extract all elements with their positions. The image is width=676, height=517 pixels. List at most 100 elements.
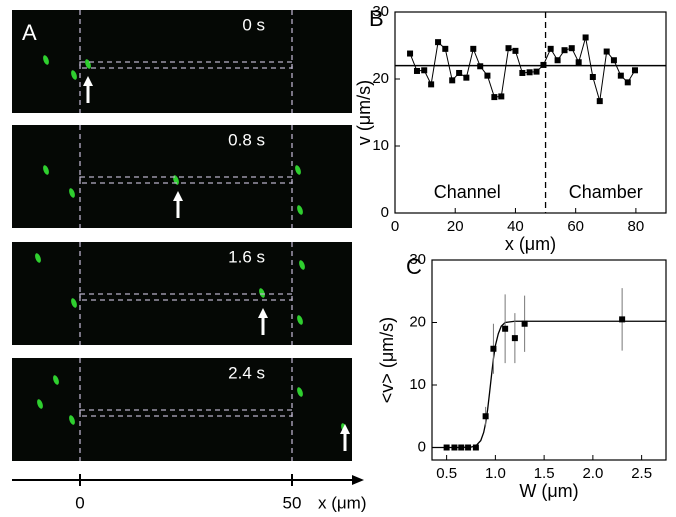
- arrow-head: [340, 424, 350, 434]
- data-point: [490, 345, 497, 352]
- time-label: 1.6 s: [228, 247, 265, 266]
- axis-arrow: [352, 475, 364, 485]
- data-point: [443, 444, 450, 451]
- data-point: [451, 444, 458, 451]
- y-tick-label: 20: [409, 313, 426, 330]
- bacterium: [35, 253, 41, 263]
- y-tick-label: 0: [418, 438, 426, 455]
- data-point: [421, 67, 428, 74]
- data-point: [519, 69, 526, 76]
- bacterium: [69, 188, 75, 198]
- y-tick-label: 0: [381, 204, 389, 221]
- x-tick-label: 2.0: [582, 465, 603, 482]
- y-tick-label: 10: [409, 376, 426, 393]
- x-tick-label: 0: [75, 493, 84, 512]
- data-point: [603, 48, 610, 55]
- data-point: [463, 74, 470, 81]
- plot-frame: [431, 259, 667, 461]
- data-point: [617, 72, 624, 79]
- time-label: 0 s: [242, 15, 265, 34]
- data-point: [511, 335, 518, 342]
- bacterium: [297, 315, 303, 325]
- data-point: [568, 45, 575, 52]
- bacterium: [297, 205, 303, 215]
- x-tick-label: 0.5: [436, 465, 457, 482]
- data-point: [470, 45, 477, 52]
- data-point: [526, 69, 533, 76]
- data-point: [624, 79, 631, 86]
- data-point: [413, 67, 420, 74]
- data-point: [582, 34, 589, 41]
- data-point: [505, 45, 512, 52]
- y-tick-label: 20: [372, 70, 389, 87]
- bacterium: [259, 288, 265, 298]
- x-axis-label: x (μm): [318, 493, 367, 512]
- data-point: [442, 45, 449, 52]
- bacterium: [297, 387, 303, 397]
- data-point: [484, 72, 491, 79]
- data-point: [554, 57, 561, 64]
- x-axis-label: x (μm): [505, 234, 556, 254]
- data-point: [472, 444, 479, 451]
- data-point: [456, 69, 463, 76]
- panel-label: A: [22, 20, 37, 45]
- y-tick-label: 10: [372, 137, 389, 154]
- data-point: [477, 63, 484, 70]
- bacterium: [71, 70, 77, 80]
- data-point: [491, 94, 498, 101]
- time-label: 0.8 s: [228, 130, 265, 149]
- bacterium: [69, 415, 75, 425]
- channel-outline: [79, 409, 293, 417]
- x-tick-label: 50: [283, 493, 302, 512]
- data-point: [465, 444, 472, 451]
- channel-outline: [79, 176, 293, 184]
- data-point: [428, 81, 435, 88]
- channel-outline: [79, 61, 293, 69]
- channel-outline: [79, 293, 293, 301]
- region-label: Chamber: [569, 182, 643, 202]
- data-point: [610, 57, 617, 64]
- data-point: [575, 59, 582, 66]
- data-point: [547, 45, 554, 52]
- x-tick-label: 80: [628, 218, 645, 235]
- fit-curve: [432, 320, 666, 449]
- data-point: [482, 413, 489, 420]
- data-point: [533, 68, 540, 75]
- arrow-head: [83, 76, 93, 86]
- x-tick-label: 0: [391, 218, 399, 235]
- arrow-head: [258, 308, 268, 318]
- panel-label: C: [406, 254, 422, 279]
- region-label: Channel: [434, 182, 501, 202]
- bacterium: [299, 260, 305, 270]
- bacterium: [43, 165, 49, 175]
- plot-frame: [394, 11, 667, 214]
- data-point: [561, 47, 568, 54]
- y-tick-label: 30: [372, 3, 389, 20]
- y-axis-label: <v> (μm/s): [377, 317, 397, 403]
- bacterium: [43, 55, 49, 65]
- bacterium: [37, 399, 43, 409]
- data-point: [540, 61, 547, 68]
- x-tick-label: 40: [507, 218, 524, 235]
- time-label: 2.4 s: [228, 363, 265, 382]
- x-tick-label: 1.5: [534, 465, 555, 482]
- x-axis-label: W (μm): [519, 481, 578, 501]
- x-tick-label: 20: [447, 218, 464, 235]
- x-tick-label: 60: [567, 218, 584, 235]
- arrow-head: [173, 191, 183, 201]
- data-point: [619, 316, 626, 323]
- data-point: [498, 93, 505, 100]
- data-point: [458, 444, 465, 451]
- bacterium: [71, 298, 77, 308]
- x-tick-label: 2.5: [631, 465, 652, 482]
- bacterium: [295, 165, 301, 175]
- panel-label: B: [369, 6, 384, 31]
- bacterium: [53, 375, 59, 385]
- data-point: [407, 50, 414, 57]
- data-point: [631, 67, 638, 74]
- y-axis-label: v (μm/s): [354, 80, 374, 145]
- data-point: [512, 47, 519, 54]
- x-tick-label: 1.0: [485, 465, 506, 482]
